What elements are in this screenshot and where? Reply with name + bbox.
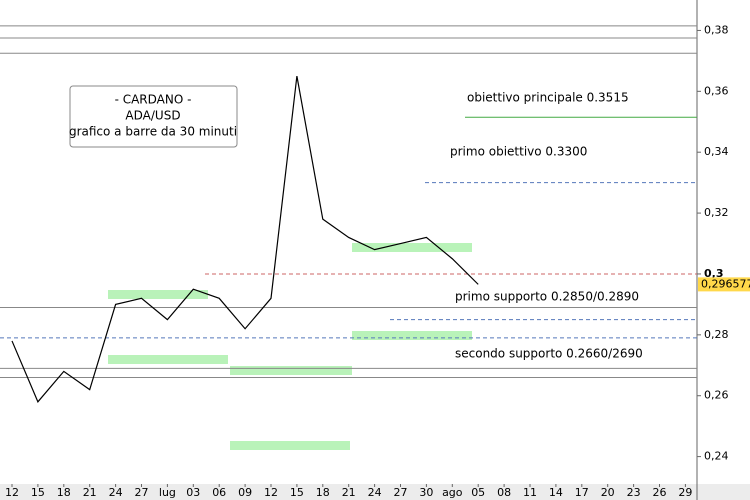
annotation: obiettivo principale 0.3515 — [467, 91, 629, 105]
zone — [352, 331, 472, 340]
x-tick-label: 14 — [549, 486, 563, 499]
zone — [108, 290, 208, 299]
x-tick-label: 12 — [264, 486, 278, 499]
x-tick-label: ago — [442, 486, 463, 499]
y-tick-label: 0,38 — [704, 23, 729, 36]
y-tick-label: 0,3 — [704, 267, 724, 280]
x-tick-label: 17 — [575, 486, 589, 499]
x-tick-label: 26 — [653, 486, 667, 499]
price-label-box — [698, 277, 750, 292]
x-tick-label: 23 — [627, 486, 641, 499]
x-axis-strip — [0, 484, 750, 500]
info-box — [69, 85, 238, 148]
box-text: - CARDANO - — [115, 93, 192, 107]
x-tick-label: 08 — [497, 486, 511, 499]
price-label: 0,296577 — [701, 277, 750, 290]
x-tick-label: 06 — [212, 486, 226, 499]
x-tick-label: 11 — [523, 486, 537, 499]
x-tick-label: 18 — [316, 486, 330, 499]
x-tick-label: 15 — [31, 486, 45, 499]
zone — [352, 243, 472, 252]
y-tick-label: 0,28 — [704, 328, 729, 341]
x-tick-label: lug — [159, 486, 176, 499]
x-tick-label: 27 — [135, 486, 149, 499]
zone — [108, 355, 228, 364]
box-text: ADA/USD — [125, 109, 180, 123]
x-tick-label: 15 — [290, 486, 304, 499]
y-tick-label: 0,36 — [704, 84, 729, 97]
x-tick-label: 21 — [342, 486, 356, 499]
x-tick-label: 03 — [186, 486, 200, 499]
zones — [108, 243, 472, 450]
price-line — [11, 75, 479, 403]
x-tick-label: 20 — [601, 486, 615, 499]
x-tick-label: 12 — [5, 486, 19, 499]
x-tick-label: 18 — [57, 486, 71, 499]
annotation: secondo supporto 0.2660/2690 — [455, 347, 643, 361]
y-tick-label: 0,32 — [704, 206, 729, 219]
x-tick-label: 27 — [394, 486, 408, 499]
x-tick-label: 24 — [109, 486, 123, 499]
x-tick-label: 29 — [678, 486, 692, 499]
y-tick-label: 0,34 — [704, 145, 729, 158]
x-tick-label: 24 — [368, 486, 382, 499]
zone — [230, 366, 352, 375]
annotation: primo supporto 0.2850/0.2890 — [455, 290, 639, 304]
x-tick-label: 09 — [238, 486, 252, 499]
y-tick-label: 0,26 — [704, 389, 729, 402]
x-tick-label: 21 — [83, 486, 97, 499]
x-tick-label: 05 — [471, 486, 485, 499]
annotation: primo obiettivo 0.3300 — [450, 145, 587, 159]
x-tick-label: 30 — [419, 486, 433, 499]
zone — [230, 441, 350, 450]
box-text: grafico a barre da 30 minuti — [69, 125, 237, 139]
y-tick-label: 0,24 — [704, 450, 729, 463]
